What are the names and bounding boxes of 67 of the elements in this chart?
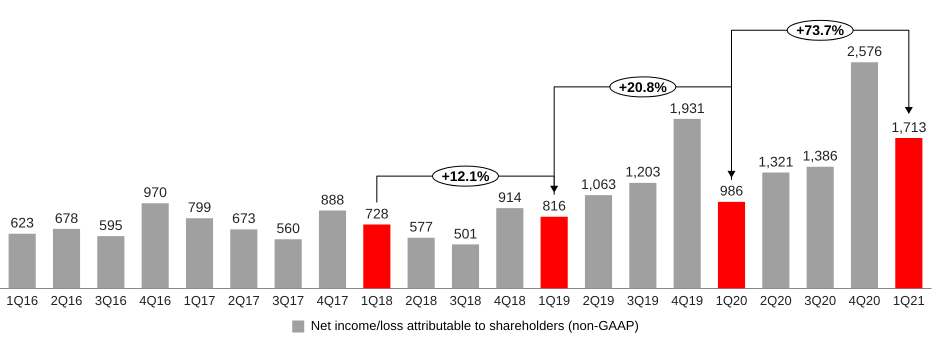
- bar: [97, 236, 124, 288]
- x-tick-label: 2Q18: [405, 292, 438, 308]
- data-label: 799: [188, 199, 212, 216]
- text: +73.7%: [796, 22, 845, 38]
- x-tick-label: 1Q21: [892, 292, 925, 308]
- x-tick-label: 1Q17: [184, 292, 216, 308]
- bar: [540, 216, 568, 288]
- bar: [674, 118, 701, 288]
- x-tick-label: 3Q20: [804, 292, 836, 308]
- bar: [318, 210, 346, 288]
- bar: [186, 218, 214, 288]
- bar: [584, 195, 612, 288]
- bar: [142, 203, 169, 288]
- x-tick-label: 4Q16: [139, 292, 172, 308]
- bar: [363, 224, 390, 288]
- bar: [895, 138, 922, 288]
- bar: [850, 62, 878, 288]
- bar: [274, 239, 302, 288]
- x-tick-label: 2Q20: [760, 292, 792, 308]
- x-tick-label: 4Q18: [494, 292, 526, 308]
- x-tick-label: 3Q19: [626, 292, 659, 308]
- x-tick-label: 2Q16: [50, 292, 82, 308]
- x-tick-label: 1Q20: [716, 292, 748, 308]
- x-tick-label: 4Q20: [848, 292, 880, 308]
- data-label: 673: [232, 210, 256, 226]
- bar: [718, 202, 746, 288]
- bar: [629, 182, 656, 288]
- data-label: 986: [720, 182, 744, 199]
- data-label: 1,321: [758, 153, 794, 170]
- data-label: 914: [498, 189, 522, 206]
- legend-label: Net income/loss attributable to shareholders (non-GAAP): [310, 318, 639, 334]
- bar: [762, 172, 790, 288]
- data-label: 1,063: [580, 176, 616, 192]
- x-tick-label: 2Q17: [228, 292, 260, 308]
- data-label: 2,576: [846, 43, 882, 60]
- x-tick-label: 1Q18: [360, 292, 393, 308]
- data-label: 678: [54, 210, 78, 226]
- x-tick-label: 1Q16: [6, 292, 38, 308]
- data-label: 623: [10, 214, 34, 231]
- x-tick-label: 4Q17: [316, 292, 348, 308]
- data-label: 1,203: [625, 164, 661, 180]
- bar: [8, 234, 36, 288]
- x-tick-label: 4Q19: [671, 292, 704, 308]
- data-label: 1,713: [891, 118, 927, 135]
- data-label: 1,386: [802, 148, 838, 164]
- bar: [806, 166, 834, 288]
- bar: [52, 228, 80, 288]
- x-tick-label: 3Q16: [94, 292, 127, 308]
- data-label: 1,931: [670, 100, 705, 116]
- data-label: 816: [542, 198, 566, 214]
- data-label: 970: [143, 184, 168, 200]
- data-label: 560: [276, 220, 300, 236]
- data-label: 577: [409, 218, 434, 235]
- x-tick-label: 1Q19: [538, 292, 570, 308]
- annotation: +20.8%: [618, 78, 668, 95]
- data-label: 501: [454, 225, 478, 242]
- bar: [496, 208, 524, 288]
- bar: [408, 238, 435, 288]
- x-tick-label: 2Q19: [582, 292, 614, 308]
- data-label: 728: [365, 205, 389, 222]
- x-tick-label: 3Q18: [450, 292, 482, 308]
- data-label: 888: [320, 191, 344, 208]
- annotation: +12.1%: [442, 168, 490, 184]
- data-label: 595: [99, 217, 123, 234]
- bar: [230, 229, 258, 288]
- x-tick-label: 3Q17: [272, 292, 304, 308]
- bar: [452, 244, 480, 288]
